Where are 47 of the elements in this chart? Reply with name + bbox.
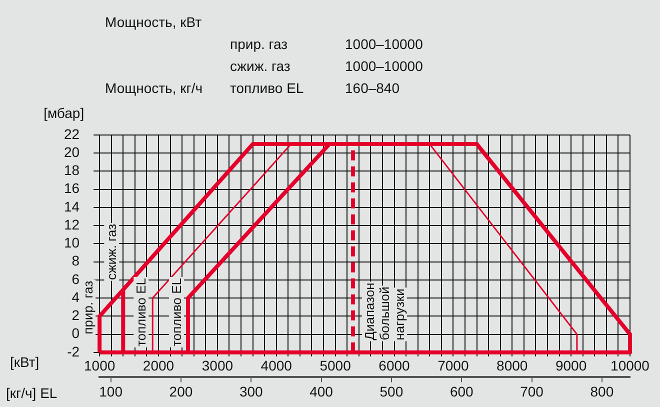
y-tick-label: 4 [72,288,80,305]
text: Мощность, кг/ч [105,80,203,96]
x-axis-title: [кВт] [10,354,40,370]
x2-tick-label: 100 [99,383,123,400]
y-tick-label: 20 [64,144,80,160]
text: 1000–10000 [345,36,423,52]
text: топливо EL [169,278,184,346]
x-tick-label: 1000 [84,358,116,374]
x-tick-label: 2000 [142,358,174,374]
x2-axis-title: [кг/ч] EL [6,385,58,401]
x2-tick-label: 400 [310,383,334,400]
text: топливо EL [230,80,304,96]
y-tick-label: 0 [72,325,80,342]
y-tick-label: 8 [72,252,80,269]
text: Мощность, кВт [105,14,202,30]
x2-tick-label: 300 [239,383,264,400]
text: топливо EL [134,278,149,346]
annotation: Диапазон большой нагрузки [362,282,408,340]
x2-tick-label: 700 [520,383,544,400]
y-tick-label: 16 [64,180,80,196]
text: сжиж. газ [230,58,290,74]
x2-tick-label: 500 [380,383,404,400]
y-tick-label: 10 [64,234,80,251]
y-axis-title: [мбар] [44,105,84,121]
x-tick-label: 5000 [320,358,352,374]
y-tick-label: 6 [72,270,80,287]
text: 160–840 [345,80,400,96]
y-tick-label: 14 [64,198,80,214]
x-tick-label: 3000 [202,358,234,374]
y-tick-label: 18 [64,162,80,178]
x-tick-label: 8000 [496,358,528,374]
x-tick-label: 9000 [555,358,587,374]
y-tick-label: 12 [64,216,80,232]
x-tick-label: 7000 [438,358,469,374]
y-tick-label: -2 [67,343,80,360]
x2-tick-label: 800 [590,383,614,400]
text: прир. газ [230,36,288,52]
y-tick-label: 2 [72,307,80,324]
y-tick-label: 22 [64,126,80,142]
x-tick-label: 4000 [260,358,292,374]
x2-tick-label: 200 [169,383,193,400]
x2-tick-label: 600 [450,383,474,400]
x-tick-label: 10000 [610,358,650,374]
text: сжиж. газ [104,224,120,280]
text: 1000–10000 [345,58,423,74]
x-tick-label: 6000 [378,358,410,374]
text: прир. газ [80,280,96,334]
